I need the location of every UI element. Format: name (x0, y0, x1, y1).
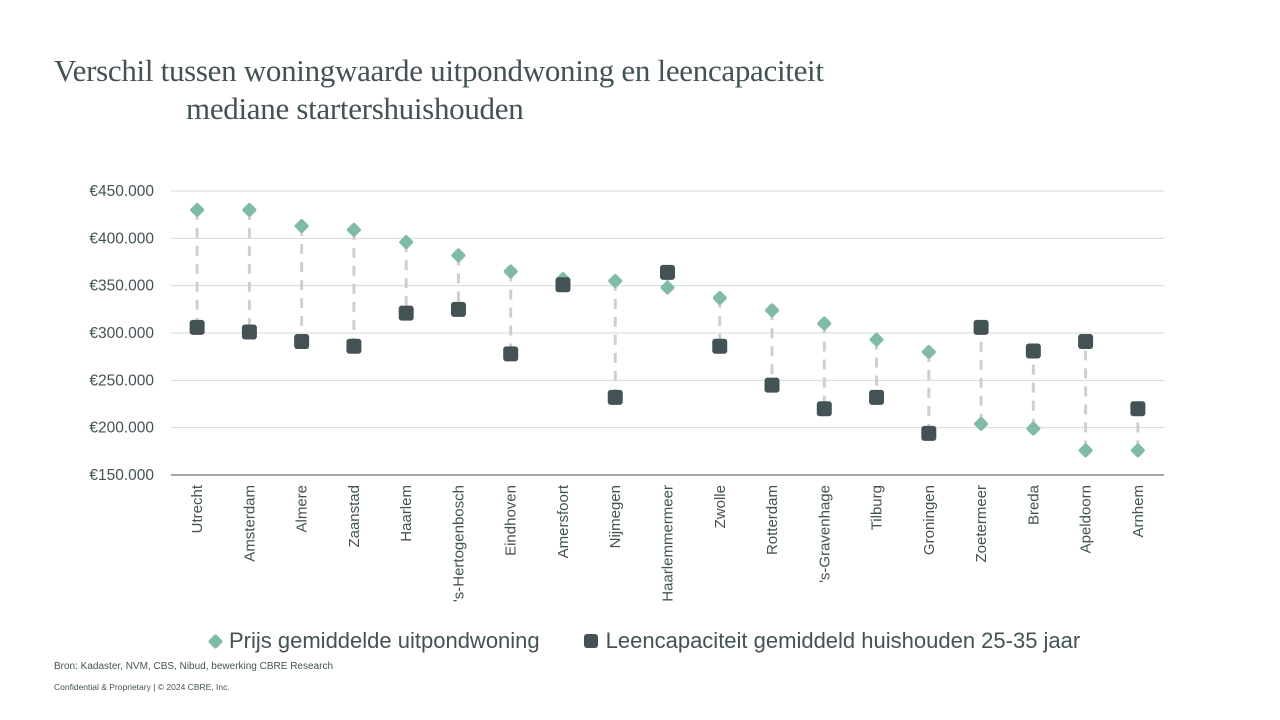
leencapaciteit-point (660, 264, 675, 280)
prijs-point (765, 303, 779, 318)
leencapaciteit-point (816, 401, 832, 417)
x-tick-label: Breda (1025, 484, 1042, 525)
leencapaciteit-point (921, 425, 937, 441)
leencapaciteit-point (241, 324, 257, 340)
leencapaciteit-point (450, 301, 466, 317)
prijs-point (608, 273, 623, 288)
x-tick-label: 's-Gravenhage (816, 485, 833, 583)
y-tick-label: €450.000 (89, 183, 154, 200)
prijs-point (817, 316, 832, 331)
leencapaciteit-point (869, 389, 885, 405)
x-tick-label: Apeldoorn (1078, 485, 1095, 553)
prijs-point (660, 280, 675, 295)
leencapaciteit-point (503, 346, 519, 362)
source-note: Bron: Kadaster, NVM, CBS, Nibud, bewerki… (54, 661, 334, 672)
title-line-1: Verschil tussen woningwaarde uitpondwoni… (54, 53, 824, 88)
y-tick-label: €400.000 (89, 230, 154, 247)
prijs-point (451, 248, 466, 263)
x-tick-label: Nijmegen (607, 485, 624, 548)
x-tick-label: Rotterdam (764, 485, 781, 555)
leencapaciteit-point (1130, 401, 1146, 417)
leencapaciteit-point (712, 338, 728, 354)
legend: Prijs gemiddelde uitpondwoning Leencapac… (207, 628, 1124, 654)
leencapaciteit-point (189, 319, 205, 335)
x-tick-label: Zaanstad (346, 485, 363, 548)
legend-item-prijs: Prijs gemiddelde uitpondwoning (207, 628, 540, 654)
leencapaciteit-point (346, 338, 362, 354)
x-tick-label: Zwolle (712, 485, 729, 528)
prijs-point (1078, 443, 1093, 458)
y-tick-label: €150.000 (89, 467, 154, 484)
x-tick-label: Eindhoven (503, 485, 520, 556)
prijs-point (399, 235, 414, 250)
x-tick-label: Haarlem (398, 485, 415, 542)
y-tick-label: €250.000 (89, 372, 154, 389)
x-tick-label: Almere (294, 485, 311, 533)
title-line-2: mediane startershuishouden (186, 91, 524, 126)
prijs-point (974, 416, 989, 431)
legend-square-marker (583, 634, 598, 648)
prijs-point (1130, 443, 1145, 458)
x-tick-label: Tilburg (869, 485, 886, 530)
prijs-point (869, 332, 884, 347)
x-tick-label: Amsterdam (241, 485, 258, 562)
y-tick-label: €300.000 (89, 325, 154, 342)
prijs-point (242, 202, 257, 217)
prijs-point (503, 264, 518, 279)
leencapaciteit-point (607, 389, 623, 405)
y-tick-label: €200.000 (89, 420, 154, 437)
legend-item-leencapaciteit: Leencapaciteit gemiddeld huishouden 25-3… (583, 628, 1081, 654)
x-tick-label: Zoetermeer (973, 485, 990, 563)
chart-title: Verschil tussen woningwaarde uitpondwoni… (54, 52, 1054, 128)
x-tick-label: Groningen (921, 485, 938, 555)
prijs-point (346, 222, 361, 237)
prijs-point (712, 291, 727, 305)
prijs-point (921, 344, 936, 359)
y-tick-label: €350.000 (89, 278, 154, 295)
prijs-point (1026, 421, 1041, 436)
x-tick-label: Haarlemmermeer (660, 485, 677, 602)
confidential-note: Confidential & Proprietary | © 2024 CBRE… (54, 682, 230, 692)
prijs-point (294, 219, 309, 233)
leencapaciteit-point (398, 305, 414, 321)
prijs-point (190, 202, 205, 217)
leencapaciteit-point (294, 334, 310, 350)
legend-label-leencapaciteit: Leencapaciteit gemiddeld huishouden 25-3… (605, 628, 1081, 653)
legend-diamond-marker (207, 633, 224, 649)
leencapaciteit-point (1025, 343, 1041, 359)
x-tick-label: Amersfoort (555, 484, 572, 558)
x-tick-label: Utrecht (189, 484, 206, 533)
leencapaciteit-point (555, 277, 571, 293)
leencapaciteit-point (1078, 334, 1094, 350)
x-tick-label: Arnhem (1130, 485, 1147, 538)
leencapaciteit-point (764, 377, 780, 393)
x-tick-label: 's-Hertogenbosch (450, 485, 467, 602)
leencapaciteit-point (973, 319, 989, 335)
legend-label-prijs: Prijs gemiddelde uitpondwoning (229, 628, 540, 653)
